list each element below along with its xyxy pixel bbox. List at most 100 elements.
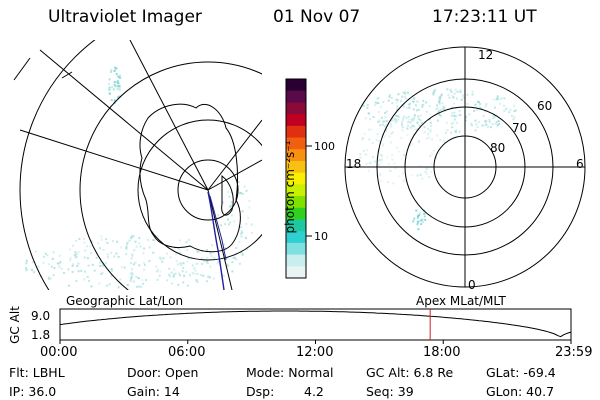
aurora-speckle: [251, 232, 253, 234]
aurora-speckle: [401, 120, 404, 123]
aurora-speckle: [431, 152, 433, 155]
aurora-speckle: [404, 153, 407, 156]
aurora-speckle: [400, 123, 403, 126]
aurora-speckle: [384, 111, 387, 114]
antarctica-coastline: [139, 103, 241, 253]
aurora-speckle: [75, 253, 78, 256]
aurora-speckle: [193, 267, 196, 270]
aurora-speckle: [56, 262, 59, 265]
aurora-speckle: [154, 236, 157, 238]
aurora-speckle: [377, 111, 380, 113]
aurora-speckle: [97, 242, 100, 245]
aurora-speckle: [390, 96, 393, 99]
lon-line: [207, 159, 262, 191]
aurora-speckle: [119, 278, 122, 281]
aurora-speckle: [475, 123, 478, 126]
lon-line: [207, 189, 233, 290]
aurora-speckle: [226, 191, 229, 193]
aurora-speckle: [428, 105, 431, 108]
aurora-speckle: [156, 268, 159, 271]
aurora-speckle: [429, 130, 432, 133]
aurora-speckle: [222, 274, 225, 277]
aurora-speckle: [378, 140, 380, 143]
aurora-speckle: [392, 182, 395, 185]
aurora-speckle: [427, 133, 430, 136]
aurora-speckle: [133, 249, 136, 252]
aurora-speckle: [385, 110, 388, 113]
aurora-speckle: [450, 90, 453, 93]
aurora-speckle: [179, 239, 182, 242]
colorbar-band: [286, 266, 306, 279]
aurora-speckle: [113, 70, 116, 72]
aurora-speckle: [169, 275, 172, 278]
aurora-speckle: [405, 106, 408, 109]
aurora-speckle: [159, 270, 162, 273]
time-label-1200: 12:00: [296, 345, 334, 360]
aurora-speckle: [452, 114, 455, 117]
aurora-speckle: [466, 93, 469, 96]
aurora-speckle: [44, 252, 47, 255]
aurora-speckle: [490, 126, 492, 129]
aurora-speckle: [401, 95, 404, 98]
aurora-speckle: [454, 131, 457, 133]
aurora-speckle: [113, 66, 116, 69]
aurora-speckle: [451, 111, 454, 114]
aurora-speckle: [101, 272, 104, 274]
aurora-speckle: [247, 216, 250, 219]
aurora-speckle: [101, 264, 104, 267]
mlat-label-70: 70: [512, 121, 528, 135]
aurora-speckle: [231, 270, 234, 273]
aurora-speckle: [238, 240, 241, 243]
aurora-speckle: [379, 106, 382, 109]
aurora-speckle: [119, 76, 122, 79]
aurora-speckle: [505, 107, 508, 110]
aurora-speckle: [89, 245, 92, 248]
aurora-speckle: [397, 150, 400, 153]
aurora-speckle: [110, 268, 113, 270]
aurora-speckle: [391, 131, 394, 134]
aurora-speckle: [430, 170, 433, 173]
aurora-speckle: [80, 269, 83, 272]
aurora-speckle: [83, 256, 86, 259]
aurora-speckle: [125, 247, 128, 250]
aurora-speckle: [59, 260, 62, 263]
aurora-speckle: [118, 85, 121, 88]
aurora-speckle: [241, 192, 244, 195]
aurora-speckle: [199, 274, 202, 277]
aurora-speckle: [374, 101, 377, 104]
aurora-speckle: [367, 112, 370, 115]
aurora-speckle: [474, 129, 477, 132]
aurora-speckle: [368, 162, 371, 165]
aurora-speckle: [458, 130, 461, 133]
aurora-speckle: [87, 257, 89, 260]
aurora-speckle: [364, 117, 367, 120]
aurora-speckle: [396, 108, 399, 111]
aurora-speckle: [423, 131, 426, 134]
aurora-speckle: [47, 263, 50, 266]
lat-circle: [177, 159, 239, 221]
aurora-speckle: [421, 177, 424, 180]
aurora-speckle: [403, 115, 406, 118]
aurora-speckle: [186, 249, 189, 252]
aurora-speckle: [114, 81, 117, 84]
aurora-speckle: [159, 257, 162, 260]
mlt-label-18: 18: [346, 157, 362, 171]
aurora-speckle: [411, 118, 414, 121]
aurora-speckle: [390, 123, 392, 126]
aurora-speckle: [230, 201, 233, 204]
aurora-speckle: [245, 189, 248, 192]
aurora-speckle: [412, 108, 415, 111]
aurora-speckle: [491, 117, 494, 120]
aurora-speckle: [75, 280, 78, 282]
aurora-speckle: [142, 252, 145, 255]
aurora-speckle: [104, 262, 107, 265]
aurora-speckle: [498, 123, 501, 126]
aurora-speckle: [377, 152, 380, 155]
aurora-speckle: [450, 131, 453, 134]
aurora-speckle: [423, 212, 426, 215]
aurora-speckle: [438, 98, 441, 101]
aurora-speckle: [121, 266, 124, 269]
aurora-speckle: [496, 96, 499, 99]
aurora-speckle: [147, 239, 150, 242]
aurora-speckle: [410, 126, 413, 129]
